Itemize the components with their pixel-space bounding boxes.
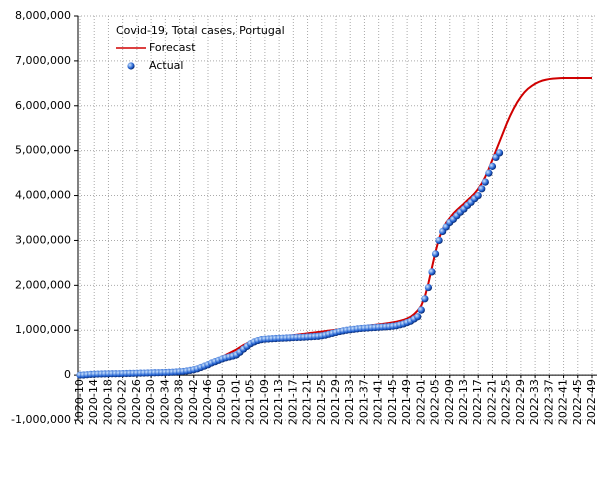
x-tick-label: 2020-18 — [101, 379, 114, 425]
x-tick-label: 2021-37 — [357, 379, 370, 425]
x-tick-label: 2022-29 — [514, 379, 527, 425]
actual-point — [431, 250, 440, 258]
x-tick-label: 2021-01 — [229, 379, 242, 425]
actual-point — [481, 178, 489, 186]
x-tick-label: 2020-10 — [73, 379, 86, 425]
x-tick-label: 2022-49 — [585, 379, 598, 425]
x-tick-label: 2021-41 — [372, 379, 385, 425]
actual-point — [478, 185, 486, 193]
x-tick-label: 2022-13 — [457, 379, 470, 425]
x-tick-label: 2021-49 — [400, 379, 413, 425]
actual-point — [495, 149, 504, 157]
actual-point — [488, 162, 497, 170]
x-tick-label: 2022-33 — [528, 379, 541, 425]
x-tick-label: 2021-25 — [315, 379, 328, 425]
y-tick-label: 1,000,000 — [15, 323, 71, 336]
x-tick-label: 2020-14 — [87, 379, 100, 425]
actual-point — [421, 295, 429, 303]
x-tick-label: 2022-05 — [429, 379, 442, 425]
actual-point — [428, 268, 436, 276]
x-tick-label: 2022-37 — [542, 379, 555, 425]
y-tick-label: 8,000,000 — [15, 9, 71, 22]
x-tick-label: 2022-45 — [571, 379, 584, 425]
x-tick-label: 2020-38 — [173, 379, 186, 425]
y-tick-label: 7,000,000 — [15, 54, 71, 67]
actual-point — [417, 306, 425, 314]
x-tick-label: 2020-42 — [187, 379, 200, 425]
x-tick-label: 2021-13 — [272, 379, 285, 425]
x-tick-label: 2021-45 — [386, 379, 399, 425]
actual-point — [435, 236, 443, 245]
y-tick-label: 0 — [64, 368, 71, 381]
y-tick-label: 3,000,000 — [15, 233, 71, 246]
x-tick-label: 2020-26 — [130, 379, 143, 425]
x-tick-label: 2021-09 — [258, 379, 271, 425]
legend-label: Actual — [149, 59, 183, 72]
x-tick-label: 2021-17 — [286, 379, 299, 425]
x-tick-label: 2022-09 — [443, 379, 456, 425]
x-tick-label: 2020-50 — [215, 379, 228, 425]
x-tick-label: 2022-17 — [471, 379, 484, 425]
x-tick-label: 2020-34 — [158, 379, 171, 425]
x-tick-label: 2020-22 — [116, 379, 129, 425]
x-tick-label: 2020-30 — [144, 379, 157, 425]
y-tick-label: 2,000,000 — [15, 278, 71, 291]
x-tick-label: 2021-29 — [329, 379, 342, 425]
x-tick-label: 2022-21 — [485, 379, 498, 425]
legend-swatch — [127, 62, 135, 70]
legend-label: Forecast — [149, 41, 196, 54]
y-tick-label: 4,000,000 — [15, 189, 71, 202]
chart-title: Covid-19, Total cases, Portugal — [116, 24, 285, 37]
y-tick-label: -1,000,000 — [11, 413, 71, 426]
actual-point — [424, 283, 433, 292]
y-tick-label: 5,000,000 — [15, 144, 71, 157]
x-tick-label: 2022-41 — [557, 379, 570, 425]
x-tick-label: 2022-25 — [500, 379, 513, 425]
actual-point — [414, 313, 422, 321]
x-tick-label: 2021-05 — [244, 379, 257, 425]
x-tick-label: 2021-33 — [343, 379, 356, 425]
actual-point — [474, 191, 482, 200]
x-tick-label: 2021-21 — [301, 379, 314, 425]
y-tick-label: 6,000,000 — [15, 99, 71, 112]
x-tick-label: 2022-01 — [414, 379, 427, 425]
x-tick-label: 2020-46 — [201, 379, 214, 425]
actual-point — [485, 169, 493, 177]
